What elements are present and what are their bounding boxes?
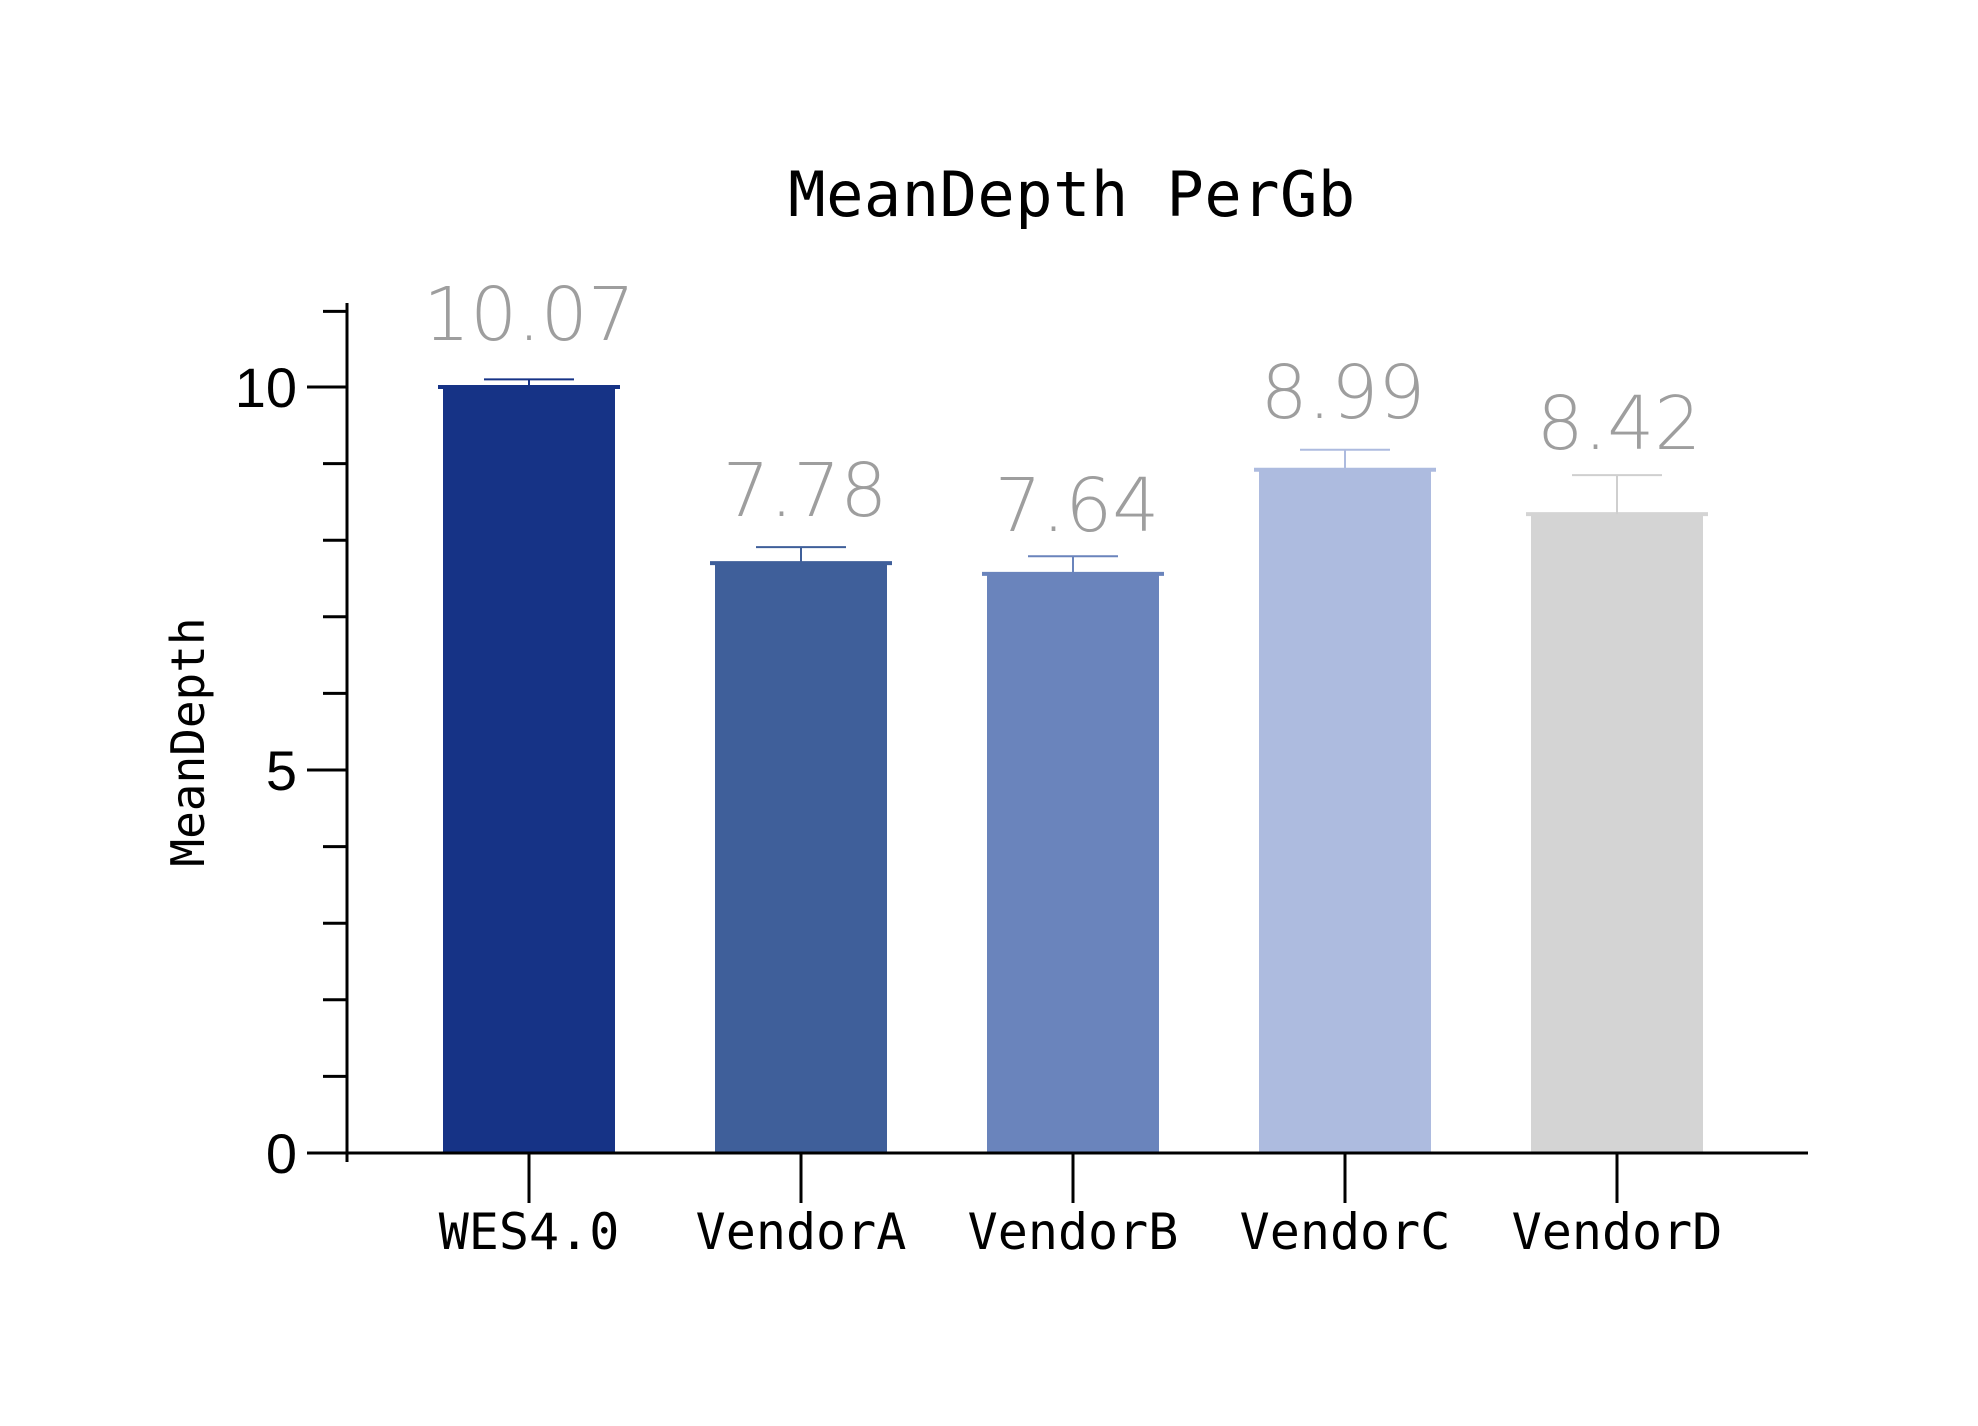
bar-group-vendorb (982, 555, 1164, 1153)
bar-vendorb (987, 573, 1159, 1153)
chart-title: MeanDepth PerGb (788, 158, 1356, 231)
y-tick-label-10: 10 (235, 356, 297, 419)
data-label-vendorc: 8.99 (1261, 350, 1426, 436)
bars (438, 378, 1708, 1153)
bar-group-wes40 (438, 378, 620, 1153)
y-axis-label: MeanDepth (161, 617, 215, 866)
x-tick-label-vendora: VendorA (696, 1203, 907, 1261)
bar-wes40 (443, 387, 615, 1153)
bar-vendord (1531, 514, 1703, 1153)
data-label-wes40: 10.07 (423, 272, 635, 358)
bar-group-vendorc (1254, 448, 1436, 1153)
y-tick-label-5: 5 (266, 739, 297, 802)
data-label-vendord: 8.42 (1537, 381, 1702, 467)
x-tick-label-vendorc: VendorC (1240, 1203, 1451, 1261)
x-tick-label-wes40: WES4.0 (439, 1203, 620, 1261)
x-tick-label-vendorb: VendorB (968, 1203, 1179, 1261)
axes (307, 303, 1808, 1203)
bar-vendorc (1259, 469, 1431, 1153)
data-label-vendorb: 7.64 (995, 463, 1160, 549)
y-tick-label-0: 0 (266, 1122, 297, 1185)
data-label-vendora: 7.78 (723, 448, 888, 534)
bar-group-vendord (1526, 474, 1708, 1153)
x-tick-label-vendord: VendorD (1512, 1203, 1723, 1261)
bar-vendora (715, 563, 887, 1153)
bar-group-vendora (710, 546, 892, 1153)
